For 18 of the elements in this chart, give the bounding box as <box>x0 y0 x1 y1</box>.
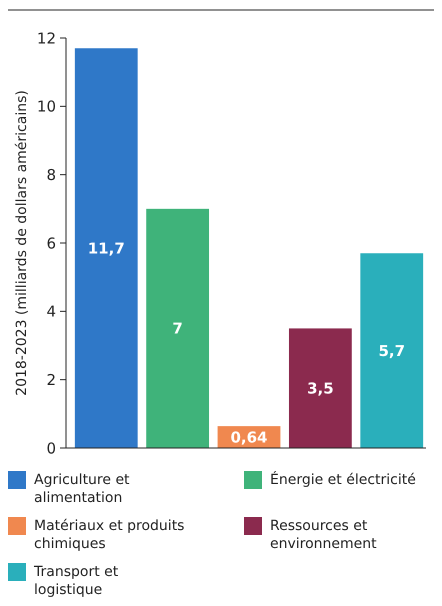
y-tick-label: 4 <box>46 302 56 321</box>
y-tick-label: 2 <box>46 370 56 389</box>
legend-label: Matériaux et produits chimiques <box>34 518 184 552</box>
y-tick-label: 8 <box>46 166 56 184</box>
y-tick-label: 12 <box>36 29 56 48</box>
legend-label: Transport et logistique <box>33 564 119 598</box>
data-label: 0,64 <box>230 428 268 446</box>
y-tick-label: 0 <box>46 439 56 458</box>
data-label: 5,7 <box>378 342 406 360</box>
data-label: 3,5 <box>307 379 334 398</box>
data-label: 11,7 <box>88 239 125 258</box>
y-axis-title: 2018-2023 (milliards de dollars américains) <box>14 90 30 396</box>
legend-label: Ressources et environnement <box>270 518 378 552</box>
y-tick-label: 10 <box>36 98 56 116</box>
y-tick-label: 6 <box>46 234 56 252</box>
data-label: 7 <box>172 320 183 338</box>
legend-label: Énergie et électricité <box>270 471 416 488</box>
legend-label: Agriculture et alimentation <box>34 472 130 506</box>
